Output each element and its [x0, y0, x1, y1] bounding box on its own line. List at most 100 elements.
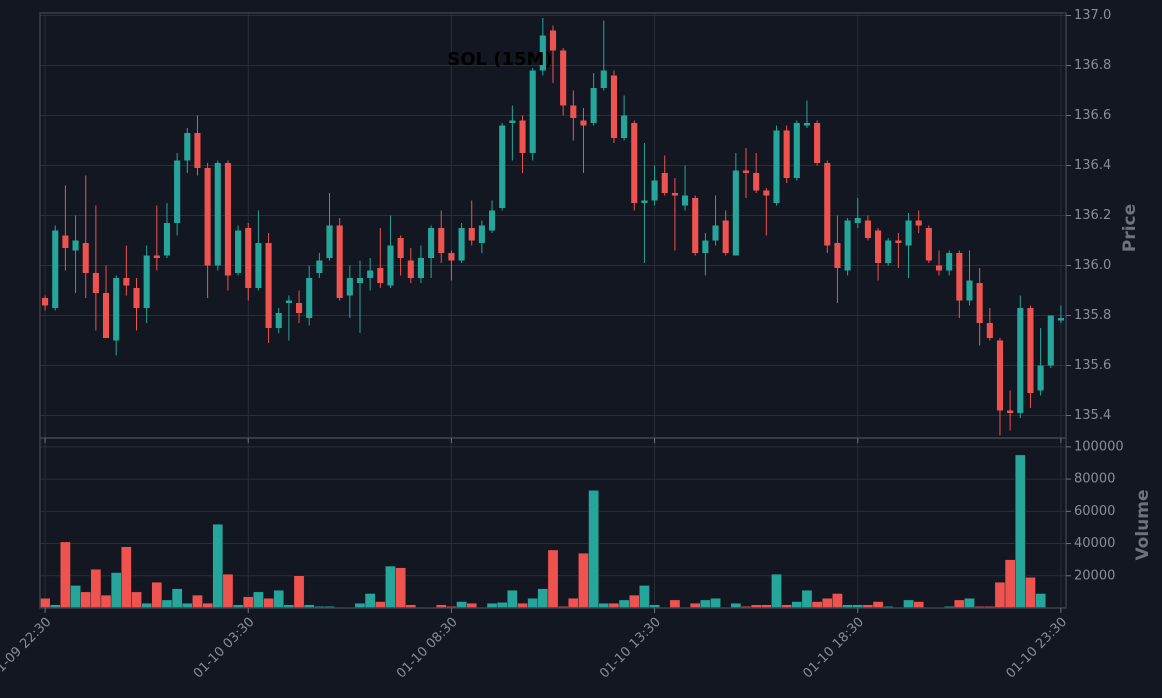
candle-body	[204, 168, 211, 266]
volume-bar	[913, 601, 924, 609]
candle-body	[682, 195, 689, 206]
volume-bar	[1025, 577, 1036, 609]
volume-bar	[60, 541, 71, 609]
volume-bar	[1004, 559, 1016, 609]
candle-body	[326, 225, 333, 258]
volume-bar	[771, 573, 782, 609]
volume-bar	[121, 546, 132, 609]
candle-body	[499, 125, 506, 208]
candle-body	[153, 255, 160, 258]
y-tick-label: 40000	[1074, 536, 1115, 551]
candle-body	[570, 105, 577, 118]
volume-bar	[110, 572, 122, 609]
candle-body	[773, 130, 780, 203]
volume-bar	[273, 590, 285, 609]
candle-body	[783, 130, 790, 178]
volume-bar	[293, 575, 305, 609]
y-tick-label: 136.8	[1074, 58, 1111, 73]
candle-body	[935, 265, 943, 271]
candle-body	[428, 228, 435, 258]
y-tick-label: 135.6	[1074, 358, 1111, 373]
candle-body	[956, 253, 963, 301]
candle-body	[539, 35, 546, 71]
candle-body	[854, 218, 861, 223]
candle-body	[255, 243, 262, 288]
volume-bar	[994, 582, 1006, 609]
volume-bar	[242, 596, 254, 609]
candle-body	[295, 303, 303, 313]
candle-body	[641, 200, 648, 203]
candle-body	[458, 228, 465, 261]
candle-body	[356, 278, 364, 283]
candle-body	[549, 30, 557, 51]
volume-bar	[456, 601, 467, 609]
candle-body	[42, 298, 49, 306]
volume-bar	[578, 553, 589, 609]
candle-body	[72, 240, 79, 251]
candle-body	[793, 123, 800, 178]
y-tick-label: 60000	[1074, 504, 1115, 519]
candle-body	[478, 225, 485, 243]
volume-bar	[70, 585, 81, 609]
candle-body	[661, 173, 668, 193]
volume-bar	[903, 599, 914, 609]
candle-body	[610, 75, 617, 138]
y-tick-label: 135.4	[1074, 408, 1111, 423]
candle-body	[163, 223, 171, 256]
volume-bar	[375, 601, 386, 609]
candle-body	[133, 288, 140, 308]
candle-body	[580, 120, 587, 126]
volume-bar	[547, 549, 559, 609]
candle-body	[844, 220, 851, 271]
candle-body	[102, 293, 110, 338]
candle-body	[448, 253, 455, 261]
candle-body	[702, 240, 709, 253]
candle-body	[996, 340, 1004, 411]
candle-body	[834, 243, 841, 268]
candle-body	[143, 255, 150, 308]
candle-body	[1057, 318, 1064, 321]
candle-body	[92, 273, 99, 293]
chart-title: SOL (15M)	[447, 49, 552, 70]
volume-bar	[821, 598, 833, 609]
candle-body	[346, 278, 353, 296]
candle-body	[905, 220, 912, 246]
volume-bar	[222, 573, 234, 609]
candle-body	[316, 260, 323, 273]
volume-bar	[80, 591, 91, 609]
volume-bar	[171, 588, 183, 609]
candle-body	[946, 253, 953, 271]
volume-bar	[253, 591, 264, 609]
volume-bar	[263, 598, 274, 609]
candle-body	[976, 283, 983, 323]
volume-bar	[192, 594, 203, 609]
candle-body	[925, 228, 932, 261]
volume-bar	[954, 599, 965, 609]
volume-bar	[700, 599, 711, 609]
candle-body	[82, 243, 89, 273]
volume-bar	[964, 598, 975, 609]
candle-body	[885, 240, 892, 263]
candle-body	[763, 190, 770, 196]
candle-body	[966, 280, 973, 301]
candle-body	[803, 123, 811, 126]
candle-body	[590, 88, 597, 123]
candle-body	[113, 278, 120, 341]
volume-bar	[588, 490, 599, 609]
candle-body	[245, 228, 252, 288]
candle-body	[560, 50, 567, 106]
candle-body	[265, 243, 272, 328]
volume-bar	[791, 601, 803, 609]
y-tick-label: 136.0	[1074, 258, 1111, 273]
candle-body	[285, 300, 292, 303]
volume-bar	[496, 602, 508, 609]
candle-body	[864, 220, 871, 238]
volume-bar	[385, 565, 396, 609]
candle-body	[915, 220, 922, 226]
volume-bar	[90, 569, 102, 609]
y-tick-label: 136.6	[1074, 108, 1111, 123]
candle-body	[712, 225, 719, 241]
volume-bar	[669, 599, 681, 609]
candle-body	[895, 240, 902, 243]
